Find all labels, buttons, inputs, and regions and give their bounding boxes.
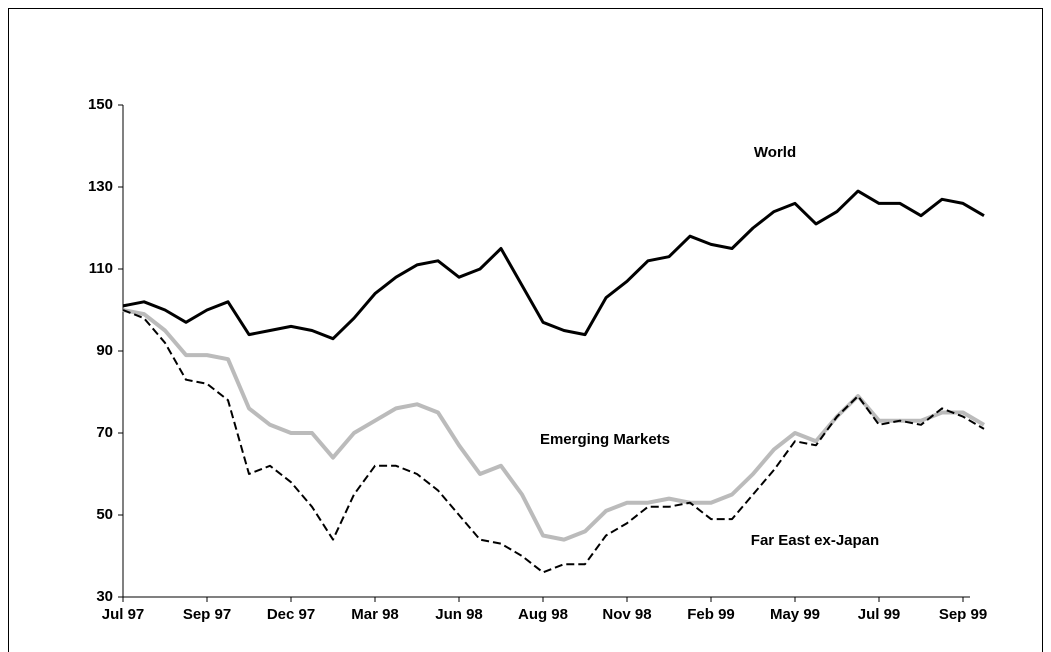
x-tick-label: Nov 98 <box>602 606 651 623</box>
series-label: Far East ex-Japan <box>751 532 879 549</box>
x-tick-label: Feb 99 <box>687 606 735 623</box>
y-tick-label: 30 <box>96 588 113 605</box>
series-line <box>122 309 985 574</box>
x-tick-label: Jul 97 <box>102 606 145 623</box>
y-tick-label: 130 <box>88 178 113 195</box>
x-tick-label: Jun 98 <box>435 606 483 623</box>
x-tick-label: Jul 99 <box>858 606 901 623</box>
x-tick-label: Mar 98 <box>351 606 399 623</box>
series-line <box>122 308 986 542</box>
y-tick-label: 150 <box>88 96 113 113</box>
series-label: World <box>754 144 796 161</box>
series-label: Emerging Markets <box>540 431 670 448</box>
series-line <box>122 189 985 341</box>
x-tick-label: May 99 <box>770 606 820 623</box>
y-tick-label: 50 <box>96 506 113 523</box>
y-tick-label: 110 <box>89 260 113 277</box>
x-tick-label: Sep 97 <box>183 606 231 623</box>
y-tick-label: 90 <box>96 342 113 359</box>
x-tick-label: Dec 97 <box>267 606 315 623</box>
y-tick-label: 70 <box>96 424 113 441</box>
x-tick-label: Sep 99 <box>939 606 987 623</box>
chart-border <box>8 8 1043 652</box>
x-tick-label: Aug 98 <box>518 606 568 623</box>
